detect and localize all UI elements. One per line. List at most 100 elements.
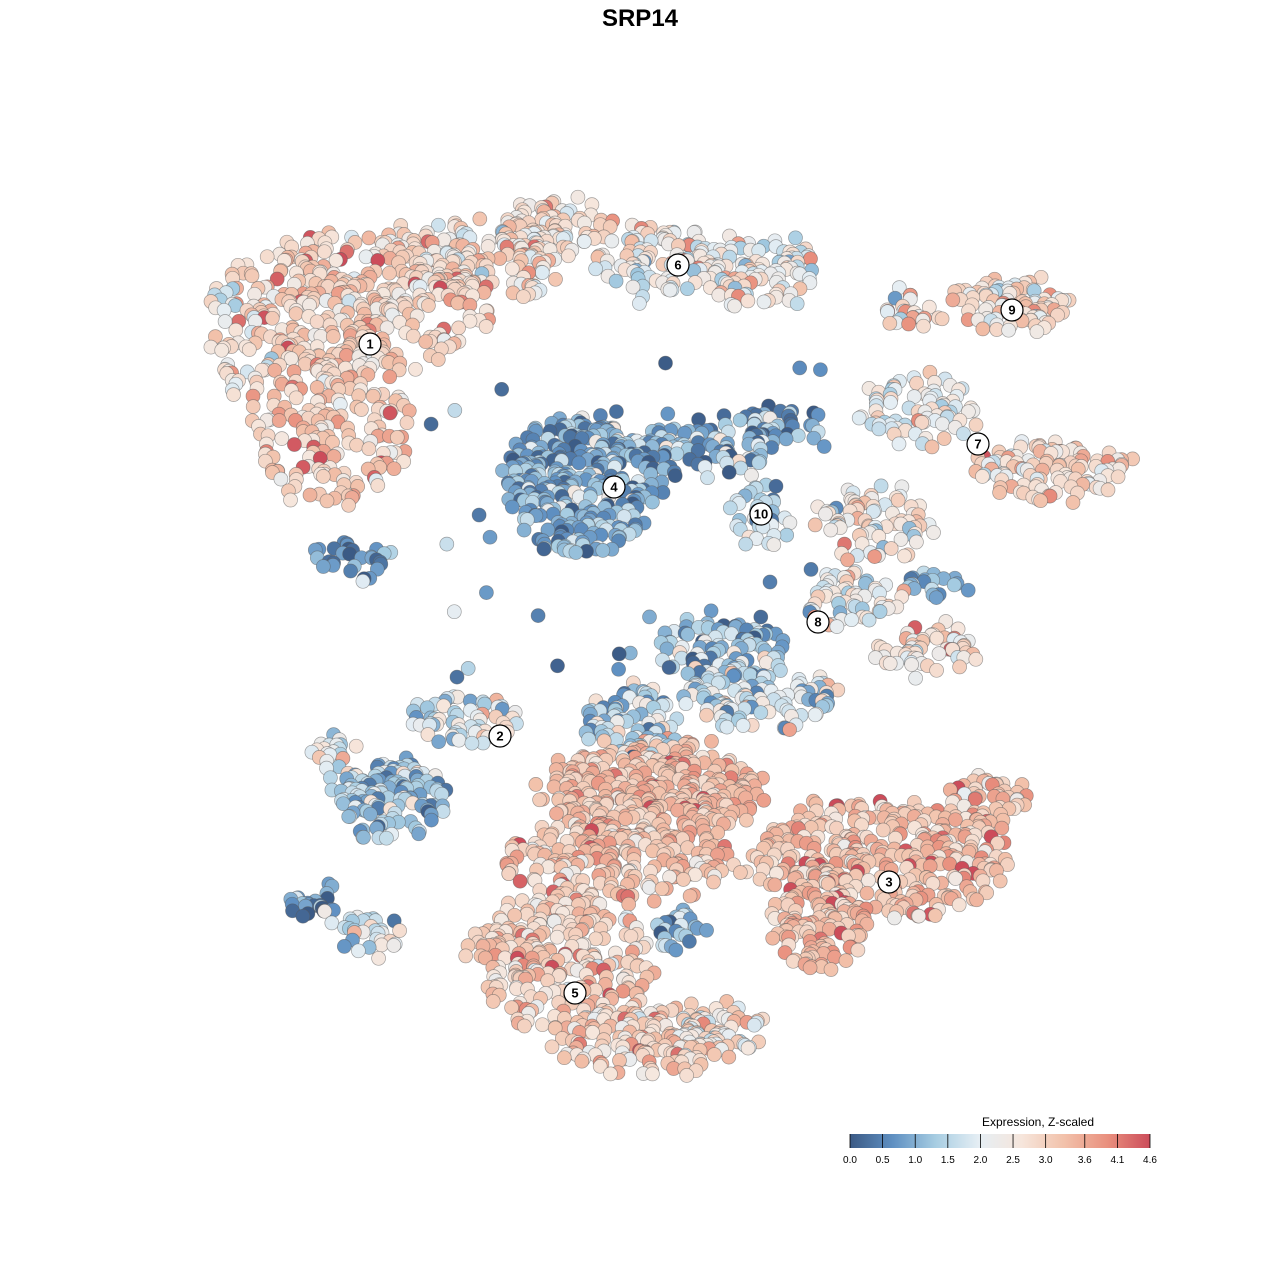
cell-point [945, 292, 961, 308]
cell-point [942, 856, 957, 872]
cell-point [544, 1039, 560, 1055]
cell-point [371, 950, 386, 966]
cell-point [646, 893, 662, 909]
cell-point [746, 1017, 762, 1033]
cell-point [968, 417, 984, 433]
cell-point [451, 732, 467, 748]
cell-point [549, 929, 565, 945]
cell-point [315, 559, 331, 574]
cell-point [699, 922, 714, 938]
cell-point [732, 412, 748, 428]
cell-point [408, 361, 423, 377]
cell-point [458, 948, 474, 964]
cell-point [706, 1047, 722, 1062]
cell-point [703, 603, 719, 619]
cell-point [424, 812, 439, 828]
cell-point [309, 380, 325, 395]
cell-point [883, 395, 898, 410]
cell-point [611, 646, 627, 662]
cell-point [1065, 495, 1081, 510]
cell-point [341, 809, 357, 824]
cell-point [779, 527, 795, 543]
cell-point [548, 271, 563, 287]
cell-point [446, 604, 462, 620]
cell-point [351, 943, 366, 959]
cell-point [669, 446, 685, 462]
legend-tick-label: 3.6 [1078, 1155, 1092, 1166]
cell-point [401, 403, 417, 419]
legend-tick-label: 4.6 [1143, 1155, 1157, 1166]
cell-point [570, 189, 586, 205]
cell-point [315, 469, 331, 484]
cell-point [536, 541, 552, 557]
cell-point [228, 322, 244, 338]
cell-point [244, 268, 260, 284]
cell-point [349, 437, 364, 453]
cell-point [914, 415, 930, 430]
cell-point [992, 485, 1007, 500]
legend-tick-label: 3.0 [1039, 1155, 1053, 1166]
cell-point [806, 430, 822, 446]
cell-point [1100, 482, 1116, 498]
cell-point [753, 705, 769, 720]
cell-point [929, 662, 944, 678]
cell-point [679, 1068, 695, 1083]
cell-point [682, 888, 698, 904]
cell-point [528, 777, 544, 792]
cell-point [472, 211, 488, 227]
cell-point [680, 281, 695, 297]
cell-point [431, 734, 447, 750]
cell-point [478, 319, 494, 334]
cell-point [807, 517, 823, 533]
cell-point [738, 536, 754, 552]
cell-point [975, 321, 991, 337]
cell-point [658, 355, 673, 371]
cell-point [782, 515, 798, 531]
cell-point [861, 872, 876, 888]
cell-point [818, 506, 833, 522]
cell-point [431, 217, 446, 233]
cell-point [625, 279, 641, 295]
cell-point [386, 461, 402, 477]
cell-point [549, 806, 564, 821]
cell-point [807, 707, 823, 723]
cell-point [411, 826, 427, 842]
cell-point [960, 582, 976, 598]
cluster-label-text: 6 [674, 258, 681, 273]
cell-point [735, 718, 751, 733]
cell-point [871, 421, 887, 437]
cell-point [733, 865, 748, 880]
cell-point [789, 296, 805, 312]
cell-point [288, 306, 304, 321]
cell-point [704, 733, 719, 749]
cell-point [676, 872, 691, 887]
cell-point [389, 430, 405, 445]
cell-point [711, 287, 727, 303]
cell-point [399, 415, 415, 431]
cell-point [767, 877, 783, 893]
cell-point [226, 387, 241, 402]
cell-point [882, 315, 898, 331]
cell-point [355, 573, 371, 589]
cell-point [867, 549, 882, 564]
cell-point [654, 881, 670, 897]
cell-point [740, 1040, 756, 1056]
cell-point [482, 529, 498, 545]
cell-points [203, 189, 1140, 1083]
cell-point [623, 928, 639, 944]
cell-point [214, 342, 230, 358]
cell-point [670, 802, 686, 818]
cell-point [479, 585, 494, 600]
cell-point [386, 938, 402, 953]
cell-point [423, 416, 439, 432]
cell-point [343, 563, 358, 579]
cell-point [495, 463, 510, 478]
cell-point [421, 298, 436, 313]
cell-point [405, 328, 421, 344]
cell-point [790, 428, 806, 443]
cell-point [271, 413, 287, 428]
cell-point [618, 811, 633, 827]
cell-point [803, 562, 819, 577]
cluster-label-6: 6 [666, 253, 690, 277]
